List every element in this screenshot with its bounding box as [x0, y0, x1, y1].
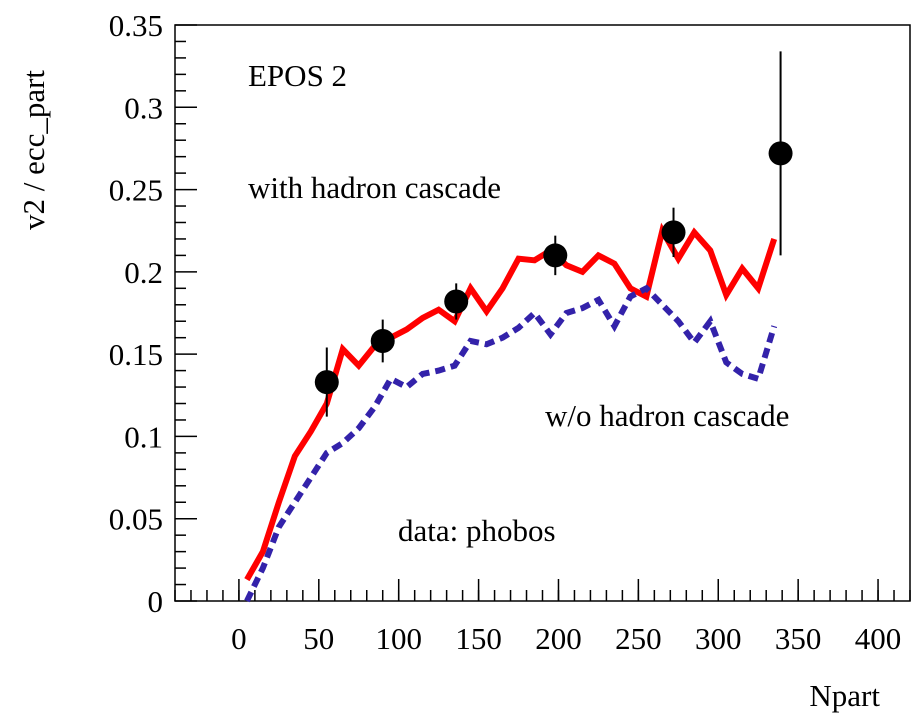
y-tick-label: 0.15	[109, 337, 163, 372]
x-axis-label: Npart	[809, 678, 880, 713]
y-tick-label: 0.35	[109, 8, 163, 43]
line-series	[244, 284, 778, 603]
annotation: with hadron cascade	[248, 170, 501, 205]
x-tick-label: 50	[303, 621, 334, 656]
data-point	[314, 370, 339, 395]
x-tick-label: 0	[231, 621, 247, 656]
y-tick-label: 0	[148, 584, 164, 619]
annotation: data: phobos	[398, 513, 556, 548]
data-point	[768, 141, 793, 166]
x-tick-label: 200	[535, 621, 582, 656]
data-point	[370, 328, 395, 353]
x-tick-label: 350	[775, 621, 822, 656]
x-tick-label: 300	[695, 621, 742, 656]
x-tick-label: 250	[615, 621, 662, 656]
annotation: w/o hadron cascade	[545, 398, 789, 433]
y-axis-label: v2 / ecc_part	[16, 70, 51, 230]
x-tick-label: 400	[855, 621, 902, 656]
y-tick-label: 0.25	[109, 173, 163, 208]
data-point	[543, 243, 568, 268]
y-tick-label: 0.3	[124, 90, 163, 125]
x-tick-label: 100	[375, 621, 422, 656]
y-tick-label: 0.05	[109, 502, 163, 537]
y-tick-label: 0.1	[124, 419, 163, 454]
annotation: EPOS 2	[248, 58, 347, 93]
data-point	[661, 220, 686, 245]
y-tick-label: 0.2	[124, 255, 163, 290]
x-tick-label: 150	[455, 621, 502, 656]
data-point	[444, 289, 469, 314]
